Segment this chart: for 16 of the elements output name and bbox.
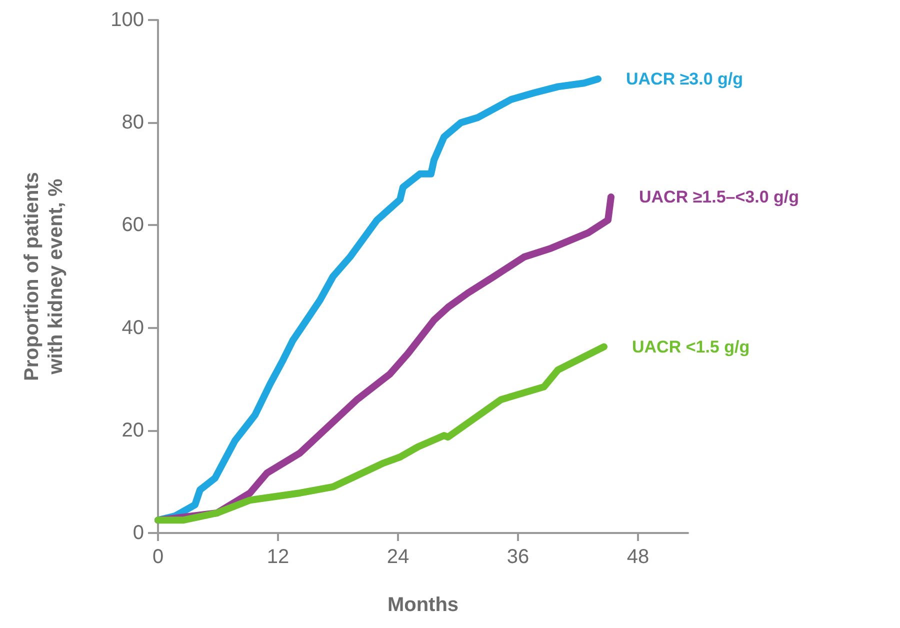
series-label: UACR <1.5 g/g [632,337,750,356]
x-tick-label: 24 [386,546,410,568]
y-tick-label: 80 [122,112,144,134]
x-axis-title: Months [387,594,459,616]
y-tick-label: 60 [122,214,144,236]
series-label: UACR ≥1.5–<3.0 g/g [639,187,800,206]
series-label: UACR ≥3.0 g/g [626,69,744,88]
y-tick-label: 20 [122,419,144,442]
x-tick-label: 48 [626,546,650,568]
x-tick-label: 0 [152,546,164,568]
y-tick-label: 100 [110,9,144,31]
y-tick-label: 40 [122,316,144,339]
y-axis-title: Proportion of patients with kidney event, % [21,172,67,381]
x-tick-label: 36 [506,546,530,568]
x-tick-label: 12 [266,546,290,568]
y-tick-label: 0 [132,522,144,544]
